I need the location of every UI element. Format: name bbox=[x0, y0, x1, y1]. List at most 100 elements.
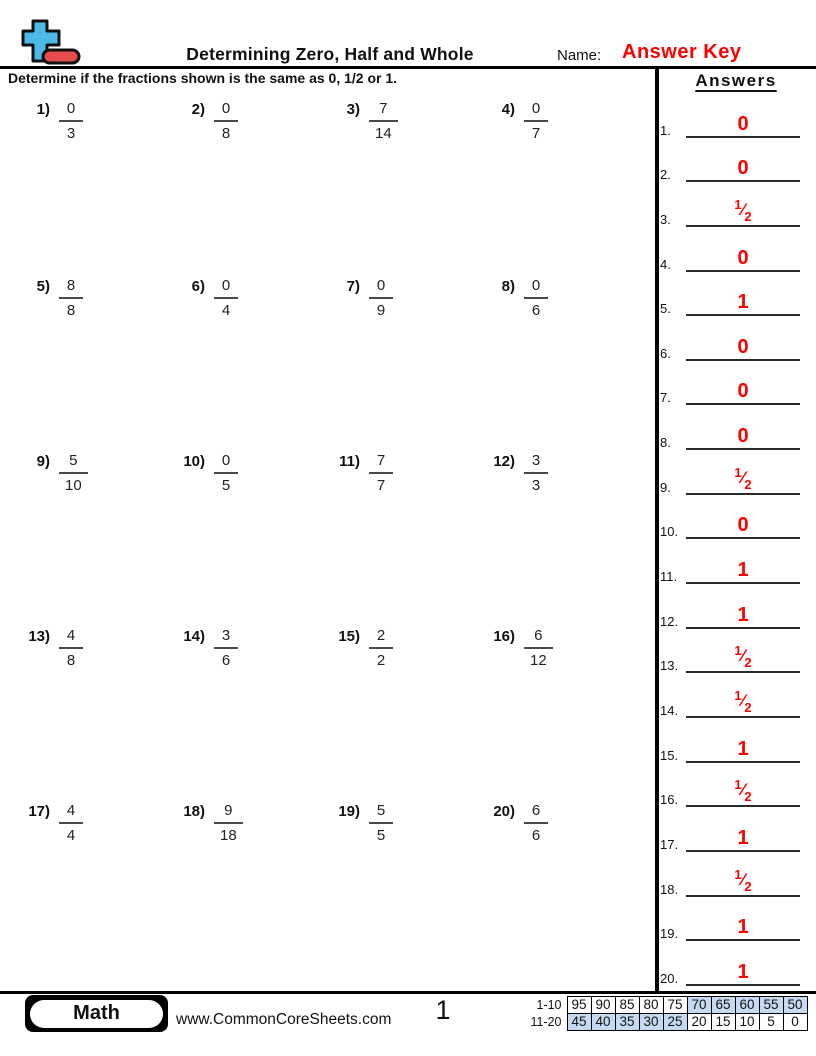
answer-value: 0 bbox=[737, 246, 749, 269]
answer-value: 0 bbox=[737, 112, 749, 135]
fraction: 7 14 bbox=[369, 100, 398, 142]
problem-number: 16) bbox=[493, 628, 515, 645]
answer-number: 3. bbox=[660, 211, 671, 227]
answer-line: 1⁄2 bbox=[686, 868, 800, 897]
answer-value: 1⁄2 bbox=[734, 464, 752, 492]
answers-heading: Answers bbox=[695, 71, 777, 90]
answer-line: 0 bbox=[686, 248, 800, 272]
answer-value: 1 bbox=[737, 603, 749, 626]
answer-number: 8. bbox=[660, 435, 671, 451]
grade-row: 1-10 95 90 85 80 75 70 65 60 55 50 bbox=[527, 996, 808, 1014]
answer-value: 0 bbox=[737, 157, 749, 180]
subject-badge: Math bbox=[25, 995, 168, 1032]
answer-value: 0 bbox=[737, 514, 749, 537]
grade-cell: 20 bbox=[686, 1013, 712, 1031]
fraction-numerator: 0 bbox=[524, 100, 548, 122]
problem-15: 15) 2 2 bbox=[326, 627, 393, 669]
fraction-denominator: 2 bbox=[376, 652, 386, 669]
answer-value: 1⁄2 bbox=[734, 643, 752, 671]
answer-value: 1⁄2 bbox=[734, 196, 752, 224]
answer-item-8: 8. 0 bbox=[660, 405, 800, 451]
grade-table: 1-10 95 90 85 80 75 70 65 60 55 50 11-20 45 40 35 30 25 2… bbox=[527, 996, 808, 1031]
answer-number: 1. bbox=[660, 122, 671, 138]
answer-item-12: 12. 1 bbox=[660, 584, 800, 629]
grade-cell: 15 bbox=[710, 1013, 736, 1031]
fraction-denominator: 3 bbox=[66, 125, 76, 142]
fraction-denominator: 5 bbox=[376, 827, 386, 844]
grade-cell: 40 bbox=[590, 1013, 616, 1031]
fraction-denominator: 18 bbox=[220, 827, 237, 844]
grade-cell: 25 bbox=[662, 1013, 688, 1031]
footer-rule bbox=[0, 991, 816, 994]
problem-9: 9) 5 10 bbox=[16, 452, 88, 494]
problem-4: 4) 0 7 bbox=[481, 100, 548, 142]
grade-cell: 95 bbox=[566, 996, 592, 1014]
fraction-denominator: 12 bbox=[530, 652, 547, 669]
problem-number: 14) bbox=[183, 628, 205, 645]
problem-1: 1) 0 3 bbox=[16, 100, 83, 142]
grade-cell: 80 bbox=[638, 996, 664, 1014]
problem-10: 10) 0 5 bbox=[171, 452, 238, 494]
fraction-numerator: 7 bbox=[369, 100, 398, 122]
fraction-numerator: 4 bbox=[59, 627, 83, 649]
answer-number: 4. bbox=[660, 256, 671, 272]
answer-number: 19. bbox=[660, 926, 679, 942]
problem-number: 18) bbox=[183, 803, 205, 820]
answer-item-14: 14. 1⁄2 bbox=[660, 673, 800, 718]
problem-2: 2) 0 8 bbox=[171, 100, 238, 142]
problem-number: 6) bbox=[191, 278, 205, 295]
fraction-denominator: 6 bbox=[531, 827, 541, 844]
problem-17: 17) 4 4 bbox=[16, 802, 83, 844]
answer-item-1: 1. 0 bbox=[660, 93, 800, 138]
problem-number: 15) bbox=[338, 628, 360, 645]
fraction-numerator: 3 bbox=[524, 452, 548, 474]
grade-cell: 70 bbox=[686, 996, 712, 1014]
answer-item-3: 3. 1⁄2 bbox=[660, 182, 800, 227]
grade-range-label: 1-10 bbox=[536, 997, 562, 1012]
answer-value: 0 bbox=[737, 335, 749, 358]
grade-cell: 35 bbox=[614, 1013, 640, 1031]
answer-value: 1⁄2 bbox=[734, 687, 752, 715]
answer-number: 11. bbox=[660, 569, 678, 585]
answer-line: 1 bbox=[686, 739, 800, 763]
header-rule bbox=[0, 66, 816, 69]
answer-value: 1 bbox=[737, 826, 749, 849]
answer-number: 7. bbox=[660, 390, 671, 406]
fraction-numerator: 6 bbox=[524, 627, 553, 649]
page-number: 1 bbox=[435, 995, 451, 1025]
answer-line: 1 bbox=[686, 828, 800, 852]
fraction: 6 12 bbox=[524, 627, 553, 669]
fraction-numerator: 0 bbox=[214, 100, 238, 122]
grade-cell: 10 bbox=[734, 1013, 760, 1031]
fraction-denominator: 9 bbox=[376, 302, 386, 319]
answers-list: 1. 0 2. 0 3. 1⁄2 4. 0 5. 1 6. 0 7. 0 8. 0 9. 1⁄2 10. 0 11. 1 1… bbox=[660, 93, 800, 986]
name-label: Name: bbox=[557, 47, 602, 64]
answer-item-17: 17. 1 bbox=[660, 807, 800, 852]
fraction-numerator: 7 bbox=[369, 452, 393, 474]
answer-item-6: 6. 0 bbox=[660, 316, 800, 361]
answer-item-13: 13. 1⁄2 bbox=[660, 629, 800, 674]
page-title: Determining Zero, Half and Whole bbox=[186, 44, 474, 64]
fraction-denominator: 4 bbox=[221, 302, 231, 319]
answer-line: 1⁄2 bbox=[686, 643, 800, 674]
problem-16: 16) 6 12 bbox=[481, 627, 553, 669]
problem-19: 19) 5 5 bbox=[326, 802, 393, 844]
problem-number: 8) bbox=[501, 278, 515, 295]
problem-20: 20) 6 6 bbox=[481, 802, 548, 844]
answer-number: 6. bbox=[660, 345, 671, 361]
answer-line: 1⁄2 bbox=[686, 689, 800, 718]
answer-line: 1 bbox=[686, 560, 800, 585]
answer-item-2: 2. 0 bbox=[660, 138, 800, 183]
fraction-numerator: 9 bbox=[214, 802, 243, 824]
answer-line: 0 bbox=[686, 114, 800, 138]
grade-cell: 50 bbox=[782, 996, 808, 1014]
answer-number: 12. bbox=[660, 613, 679, 629]
